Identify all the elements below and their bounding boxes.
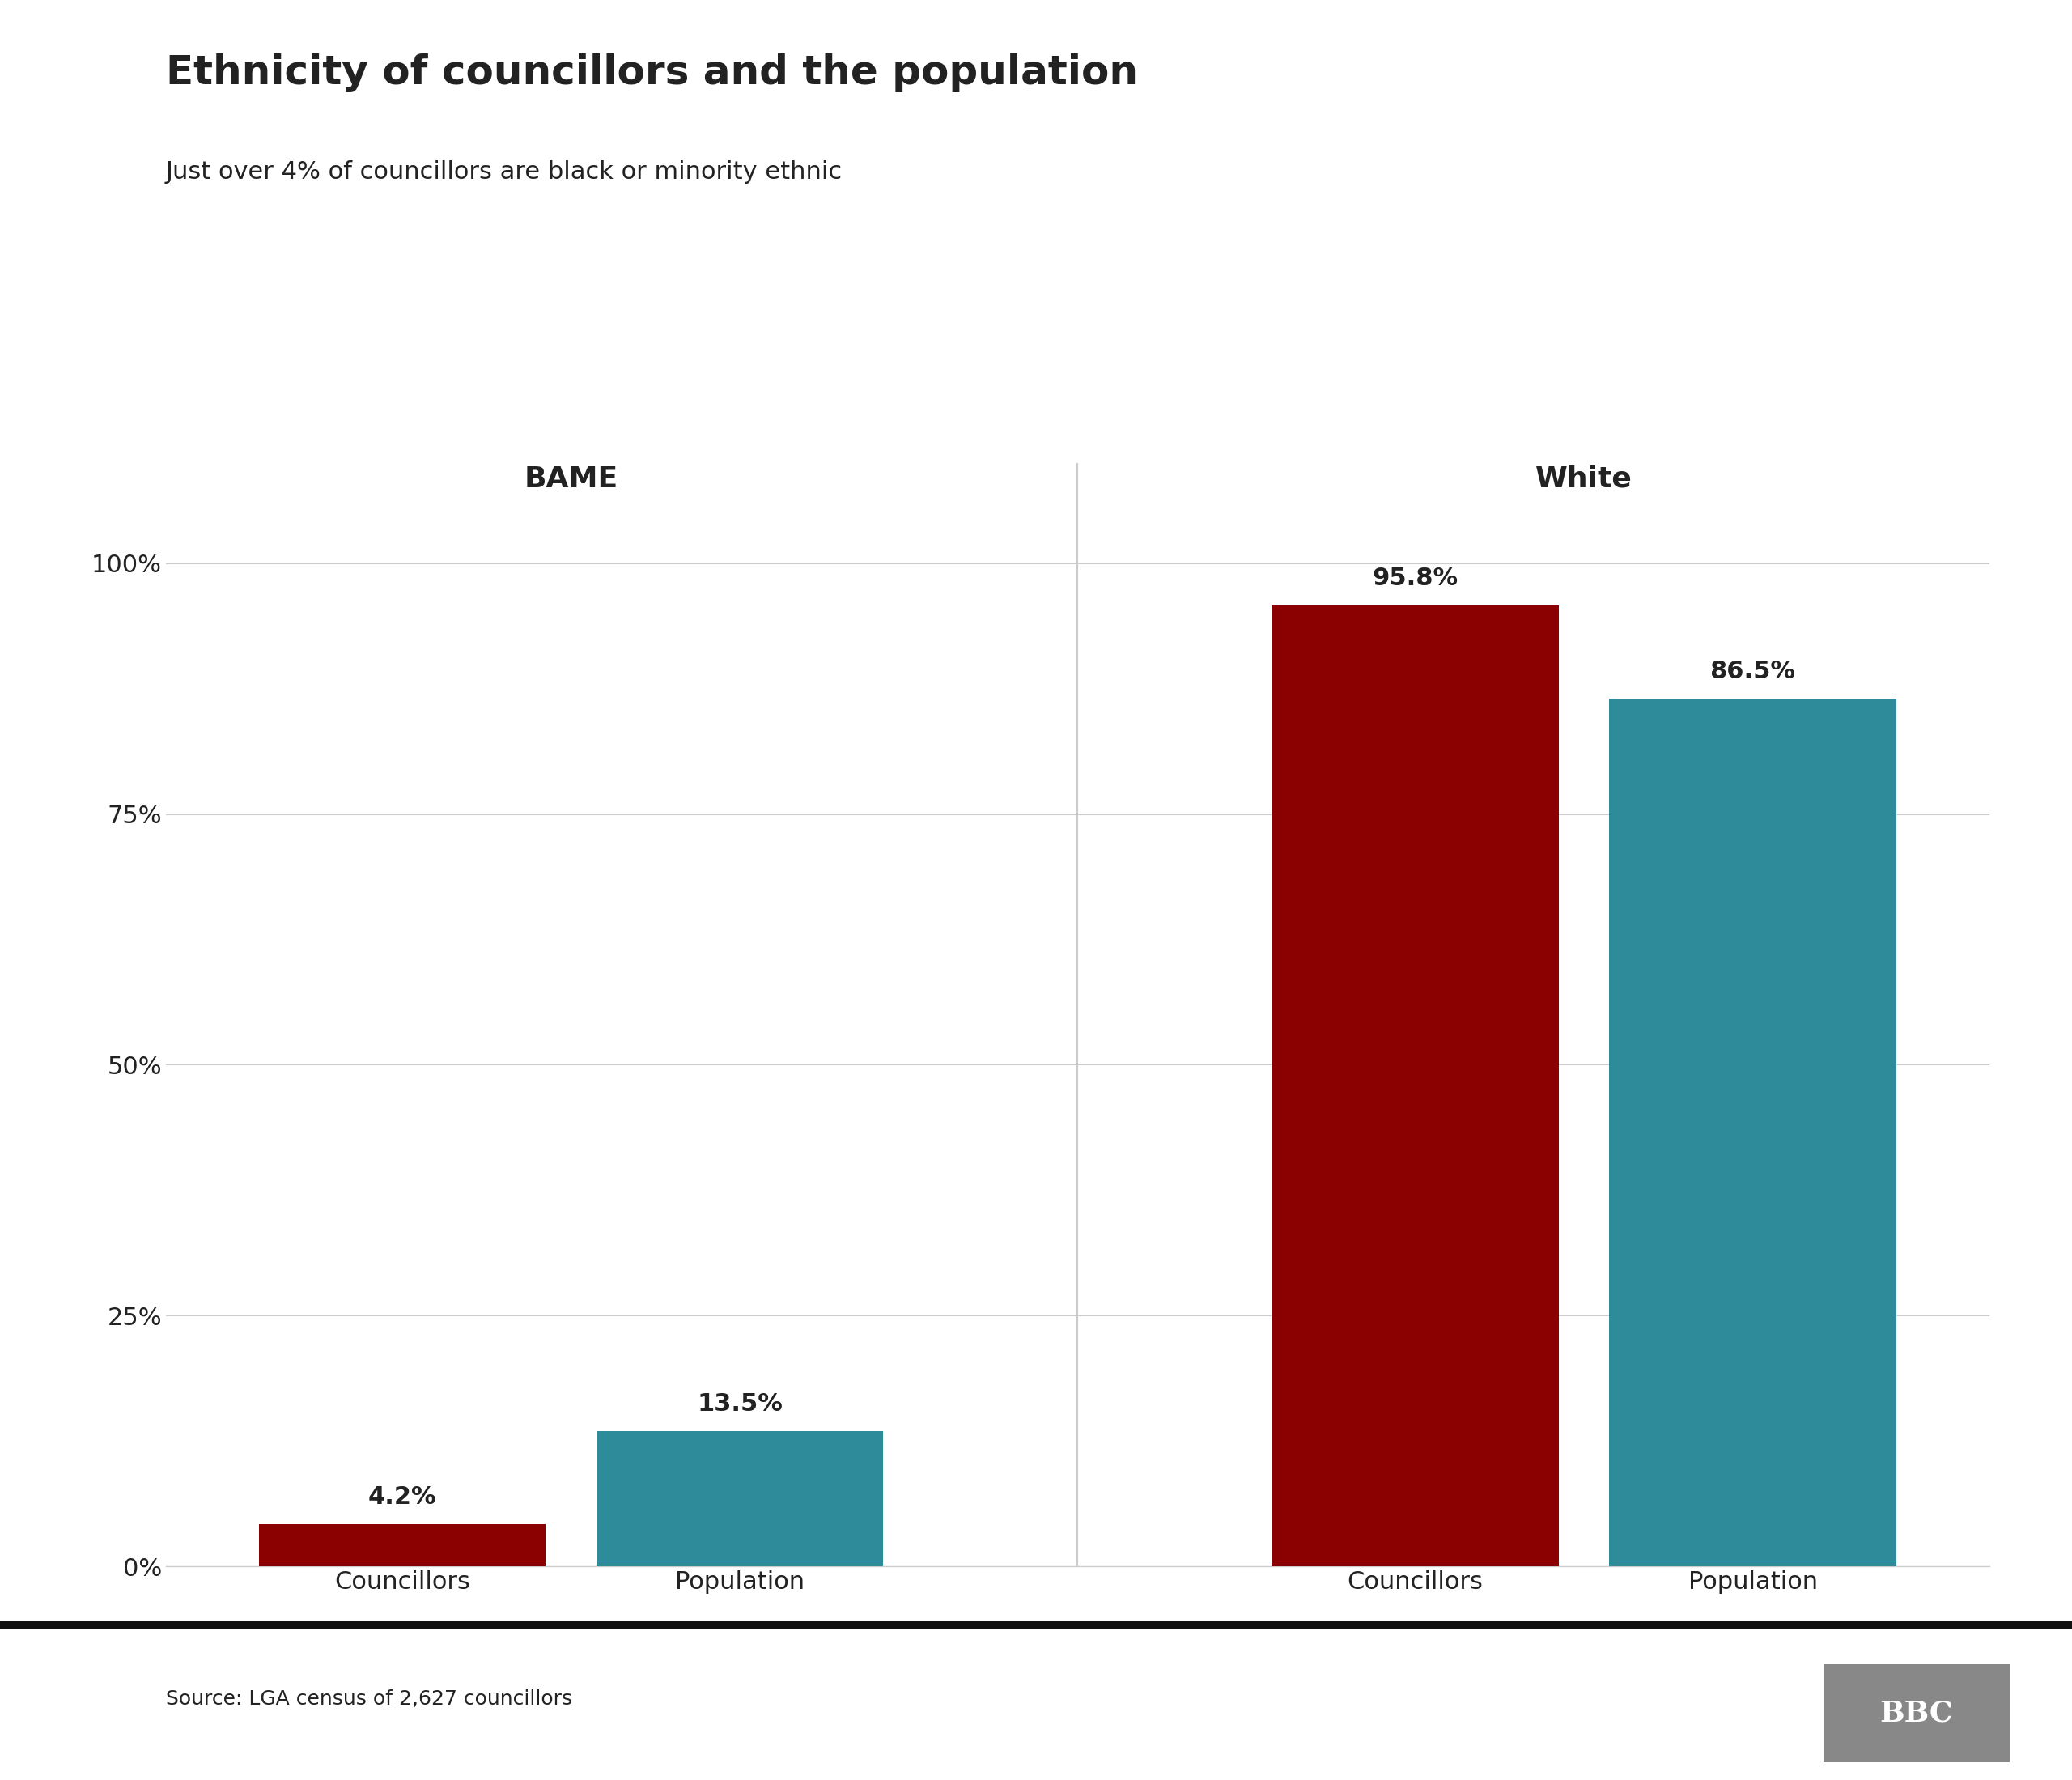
Text: BAME: BAME <box>524 465 617 493</box>
Text: Just over 4% of councillors are black or minority ethnic: Just over 4% of councillors are black or… <box>166 160 843 183</box>
Text: 13.5%: 13.5% <box>696 1392 783 1415</box>
Text: Source: LGA census of 2,627 councillors: Source: LGA census of 2,627 councillors <box>166 1689 572 1709</box>
Bar <box>1610 698 1896 1566</box>
Text: 4.2%: 4.2% <box>369 1486 437 1509</box>
Text: 86.5%: 86.5% <box>1709 660 1796 684</box>
Bar <box>1272 605 1558 1566</box>
Text: White: White <box>1535 465 1633 493</box>
Bar <box>259 1524 545 1566</box>
Text: 95.8%: 95.8% <box>1372 566 1459 591</box>
Bar <box>597 1431 883 1566</box>
Text: Ethnicity of councillors and the population: Ethnicity of councillors and the populat… <box>166 53 1138 93</box>
Text: BBC: BBC <box>1879 1700 1954 1727</box>
